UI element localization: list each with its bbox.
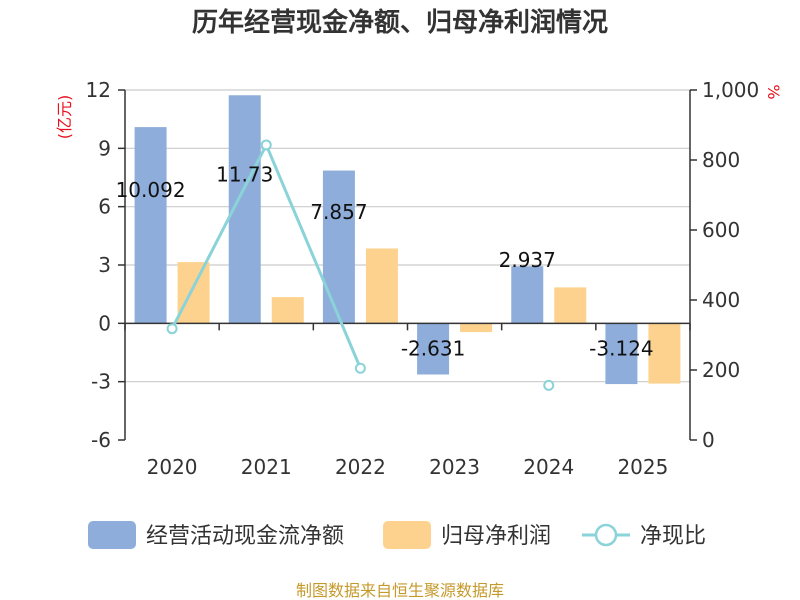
ratio-point-2024	[543, 379, 555, 391]
ratio-point-2021	[260, 139, 272, 151]
chart-title: 历年经营现金净额、归母净利润情况	[192, 7, 608, 38]
x-tick-label: 2025	[617, 455, 668, 479]
legend-label: 经营活动现金流净额	[146, 524, 344, 549]
legend-swatch	[88, 521, 136, 549]
data-labels: 10.092 11.73 7.857 -2.631 2.937 -3.124	[116, 162, 654, 360]
ratio-point-2022	[354, 362, 366, 374]
bar-1-2023	[460, 323, 493, 333]
bar-1-2022	[365, 248, 398, 324]
left-axis: 12 9 6 3 0 -3 -6	[86, 78, 126, 452]
right-tick-label: 800	[702, 148, 740, 172]
data-label-2022: 7.857	[310, 200, 367, 224]
bar-0-2020	[134, 127, 167, 324]
bar-1-2025	[648, 323, 681, 384]
left-axis-unit: (亿元)	[55, 95, 74, 140]
legend[interactable]: 经营活动现金流净额 归母净利润 净现比	[88, 521, 706, 549]
bar-0-2022	[322, 170, 355, 324]
left-tick-label: 12	[86, 78, 111, 102]
right-tick-label: 0	[702, 428, 715, 452]
ratio-point-2020	[166, 323, 178, 335]
legend-label: 归母净利润	[441, 524, 551, 549]
x-tick-label: 2022	[335, 455, 386, 479]
legend-swatch	[383, 521, 431, 549]
bar-1-2020	[177, 262, 210, 324]
legend-item-2[interactable]: 净现比	[582, 523, 706, 549]
right-tick-label: 600	[702, 218, 740, 242]
left-tick-label: -6	[91, 428, 111, 452]
right-tick-label: 1,000	[702, 78, 759, 102]
source-note: 制图数据来自恒生聚源数据库	[296, 581, 504, 600]
x-tick-label: 2020	[147, 455, 198, 479]
x-tick-label: 2021	[241, 455, 292, 479]
legend-label: 净现比	[640, 524, 706, 549]
x-axis: 2020 2021 2022 2023 2024 2025	[124, 322, 691, 479]
left-tick-label: 9	[98, 136, 111, 160]
data-label-2021: 11.73	[216, 162, 273, 186]
data-label-2025: -3.124	[589, 336, 653, 360]
data-label-2024: 2.937	[499, 248, 556, 272]
bar-1-2024	[554, 287, 587, 324]
right-axis-unit: %	[764, 84, 783, 99]
x-tick-label: 2023	[429, 455, 480, 479]
right-axis: 1,000 800 600 400 200 0	[689, 78, 759, 452]
data-label-2020: 10.092	[116, 178, 186, 202]
legend-item-1[interactable]: 归母净利润	[383, 521, 551, 549]
ratio-line	[166, 139, 555, 391]
x-tick-label: 2024	[523, 455, 574, 479]
data-label-2023: -2.631	[401, 336, 465, 360]
bar-0-2025	[605, 323, 638, 385]
left-tick-label: -3	[91, 370, 111, 394]
right-tick-label: 200	[702, 358, 740, 382]
bar-0-2024	[511, 266, 544, 324]
bar-0-2023	[417, 323, 450, 375]
bar-1-2021	[271, 297, 304, 324]
right-tick-label: 400	[702, 288, 740, 312]
legend-marker	[594, 523, 618, 547]
legend-item-0[interactable]: 经营活动现金流净额	[88, 521, 344, 549]
left-tick-label: 6	[98, 195, 111, 219]
left-tick-label: 3	[98, 253, 111, 277]
left-tick-label: 0	[98, 311, 111, 335]
